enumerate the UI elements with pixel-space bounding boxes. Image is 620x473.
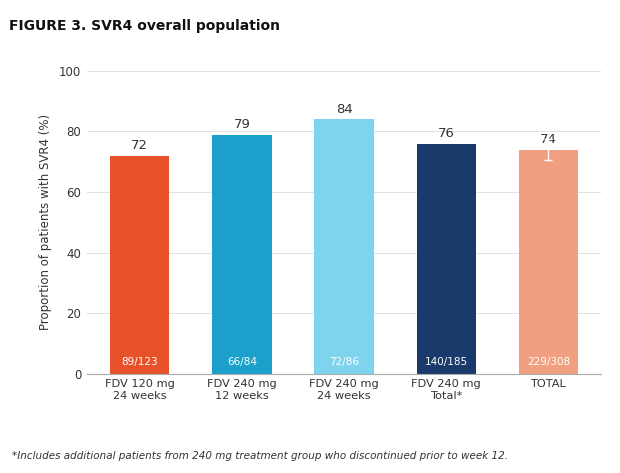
Bar	[314, 119, 374, 374]
Text: 72/86: 72/86	[329, 357, 359, 367]
Bar	[519, 149, 578, 374]
Bar	[212, 134, 272, 374]
Text: 66/84: 66/84	[227, 357, 257, 367]
Text: 140/185: 140/185	[425, 357, 468, 367]
Text: 76: 76	[438, 127, 454, 140]
Text: FIGURE 3. SVR4 overall population: FIGURE 3. SVR4 overall population	[9, 19, 280, 33]
Text: 74: 74	[540, 133, 557, 146]
Text: 229/308: 229/308	[527, 357, 570, 367]
Text: 72: 72	[131, 139, 148, 152]
Text: *Includes additional patients from 240 mg treatment group who discontinued prior: *Includes additional patients from 240 m…	[12, 451, 508, 461]
Text: 79: 79	[234, 118, 250, 131]
Y-axis label: Proportion of patients with SVR4 (%): Proportion of patients with SVR4 (%)	[39, 114, 52, 330]
Text: 84: 84	[335, 103, 353, 116]
Bar	[110, 156, 169, 374]
Bar	[417, 144, 476, 374]
Text: 89/123: 89/123	[122, 357, 158, 367]
